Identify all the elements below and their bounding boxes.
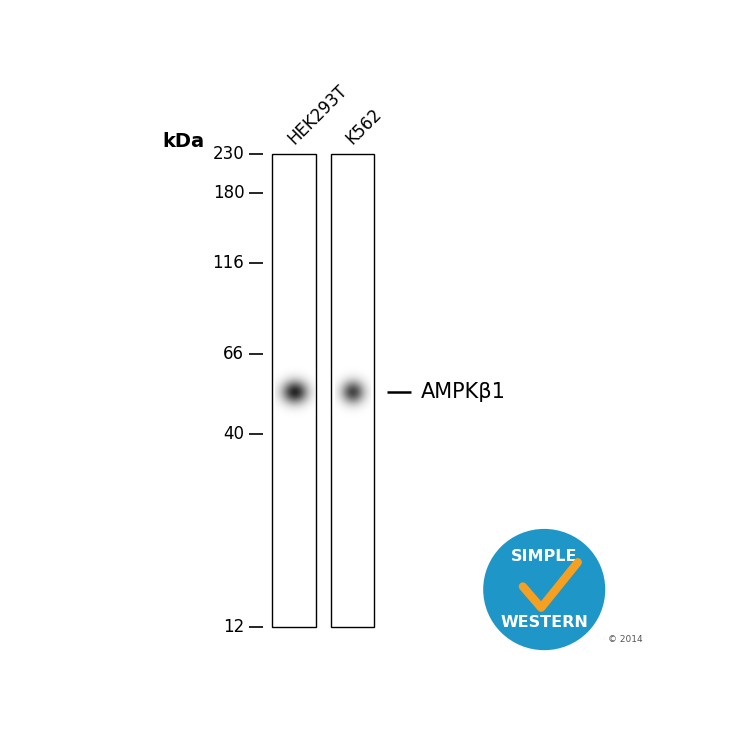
Circle shape [483, 529, 605, 650]
Text: SIMPLE: SIMPLE [511, 549, 578, 564]
Text: 40: 40 [224, 425, 245, 443]
Text: WESTERN: WESTERN [500, 616, 588, 631]
Bar [331, 154, 374, 627]
Bar [272, 154, 316, 627]
Text: © 2014: © 2014 [608, 635, 643, 644]
Text: AMPKβ1: AMPKβ1 [421, 382, 506, 402]
Text: 66: 66 [224, 345, 245, 363]
Text: kDa: kDa [163, 132, 205, 151]
Text: 230: 230 [212, 145, 244, 163]
Text: 116: 116 [212, 254, 244, 272]
Text: K562: K562 [343, 105, 386, 148]
Text: 180: 180 [213, 184, 244, 202]
Text: HEK293T: HEK293T [284, 82, 351, 148]
Text: 12: 12 [223, 618, 245, 636]
